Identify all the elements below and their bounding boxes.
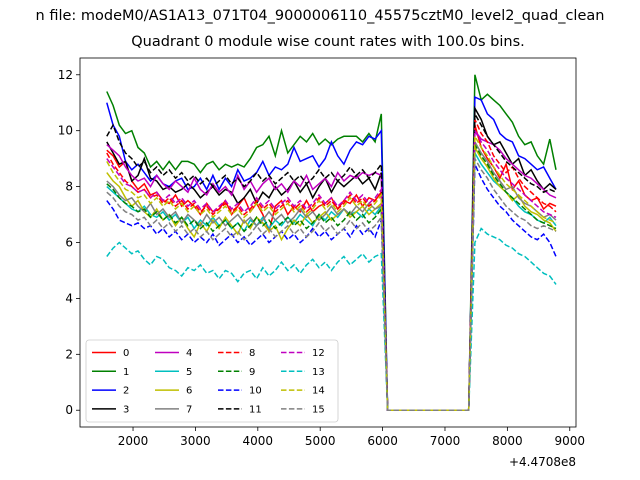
- legend-label-5: 5: [186, 367, 192, 378]
- legend-label-10: 10: [249, 386, 262, 397]
- legend-label-6: 6: [186, 386, 192, 397]
- legend-label-14: 14: [312, 386, 325, 397]
- series-line-4: [106, 128, 557, 411]
- legend-label-8: 8: [249, 348, 255, 359]
- axes-layer: 2000 3000 4000 5000 6000 7000 8000 900002468101…: [58, 68, 585, 448]
- legend-label-9: 9: [249, 367, 255, 378]
- legend-box: [85, 339, 339, 423]
- series-line-2: [106, 95, 557, 411]
- y-tick-label: 6: [65, 236, 73, 250]
- figure-suptitle: n file: modeM0/AS1A13_071T04_9000006110_…: [35, 8, 605, 24]
- series-line-3: [106, 105, 557, 411]
- legend-label-11: 11: [249, 404, 262, 415]
- legend-label-13: 13: [312, 367, 325, 378]
- series-line-14: [106, 133, 557, 411]
- x-tick-label: 3000: [180, 434, 211, 448]
- x-tick-label: 5000: [305, 434, 336, 448]
- legend-label-15: 15: [312, 404, 325, 415]
- series-line-11: [106, 111, 557, 411]
- series-line-9: [106, 141, 557, 411]
- y-tick-label: 12: [58, 68, 73, 82]
- legend-label-7: 7: [186, 404, 192, 415]
- y-tick-label: 8: [65, 180, 73, 194]
- legend-label-4: 4: [186, 348, 192, 359]
- legend-label-1: 1: [123, 367, 129, 378]
- x-tick-label: 9000: [554, 434, 585, 448]
- series-line-15: [106, 155, 557, 411]
- y-tick-label: 10: [58, 124, 73, 138]
- legend-label-2: 2: [123, 386, 129, 397]
- legend-label-0: 0: [123, 348, 129, 359]
- series-line-10: [106, 163, 557, 411]
- x-tick-label: 2000: [118, 434, 149, 448]
- y-tick-label: 4: [65, 291, 73, 305]
- series-line-7: [106, 139, 557, 411]
- x-tick-label: 4000: [243, 434, 274, 448]
- y-tick-label: 2: [65, 347, 73, 361]
- x-tick-label: 7000: [430, 434, 461, 448]
- series-layer: [106, 74, 557, 411]
- plot-title: Quadrant 0 module wise count rates with …: [131, 34, 525, 50]
- legend-label-3: 3: [123, 404, 129, 415]
- series-line-12: [106, 127, 557, 411]
- x-tick-label: 8000: [492, 434, 523, 448]
- series-line-8: [106, 119, 557, 411]
- legend-label-12: 12: [312, 348, 325, 359]
- x-offset-label: +4.4708e8: [509, 455, 576, 469]
- x-tick-label: 6000: [367, 434, 398, 448]
- series-line-13: [106, 227, 557, 411]
- y-tick-label: 0: [65, 403, 73, 417]
